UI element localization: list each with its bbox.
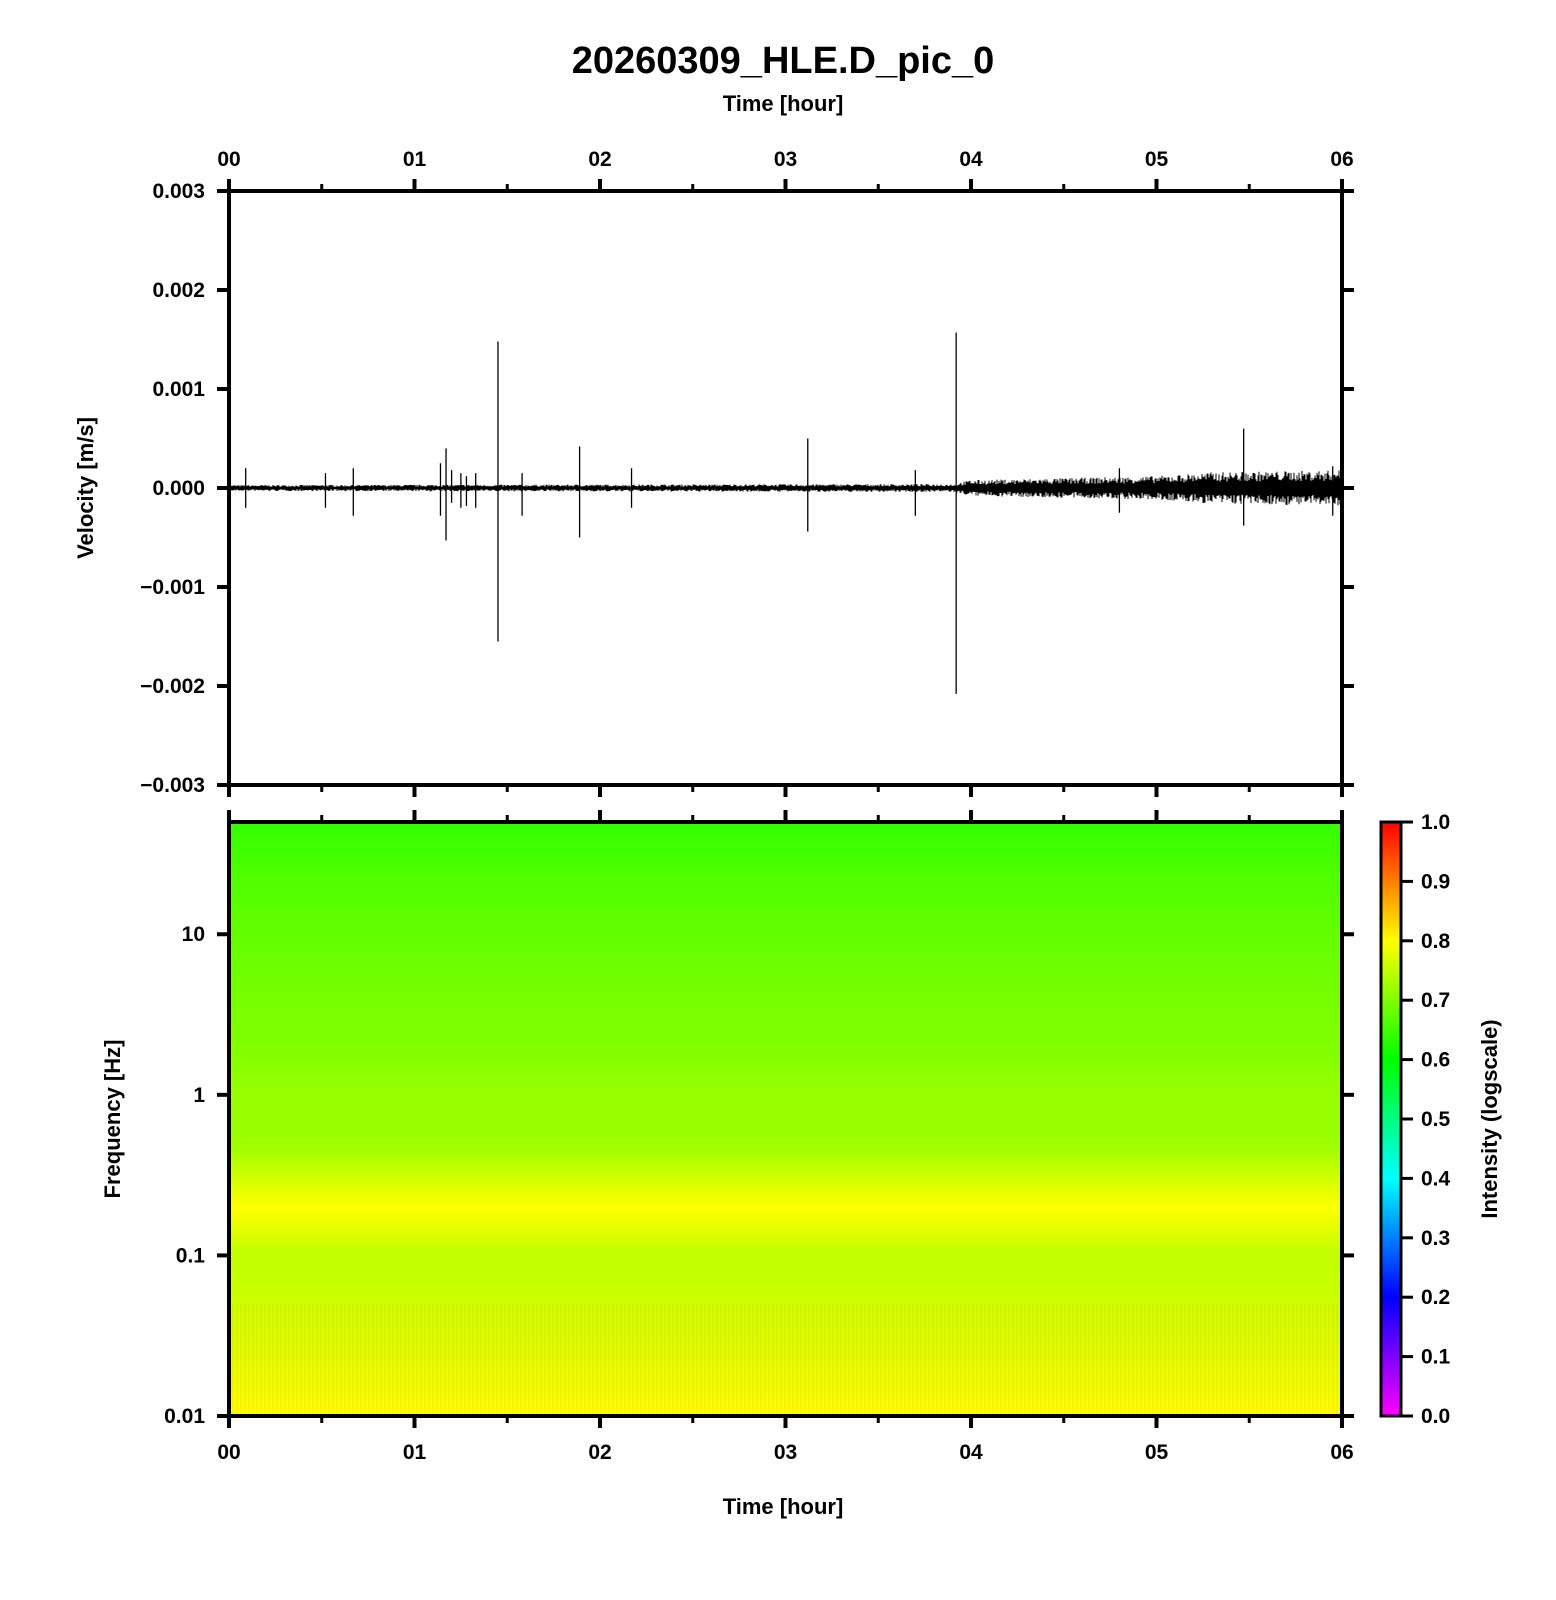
spectrogram-frame — [227, 820, 1344, 1418]
x-tick-label: 05 — [1145, 148, 1169, 171]
x-tick-label: 01 — [403, 148, 427, 171]
colorbar-tick-label: 0.4 — [1421, 1167, 1451, 1190]
chart-title: 20260309_HLE.D_pic_0 — [572, 40, 995, 82]
y-tick-label: 0.001 — [152, 378, 205, 401]
y-tick-label: −0.003 — [140, 774, 205, 797]
y-tick-label: 1 — [193, 1084, 205, 1107]
bottom-x-axis-label: Time [hour] — [723, 1494, 844, 1519]
y-tick-label: 0.01 — [164, 1405, 205, 1428]
colorbar-tick-label: 0.1 — [1421, 1346, 1451, 1369]
colorbar-label: Intensity (logscale) — [1477, 1019, 1502, 1218]
x-tick-label: 02 — [588, 148, 611, 171]
x-tick-label: 04 — [959, 1441, 983, 1464]
y-tick-label: −0.002 — [140, 675, 205, 698]
velocity-axis-label: Velocity [m/s] — [73, 417, 98, 559]
y-tick-label: −0.001 — [140, 576, 205, 599]
spectrogram-image — [229, 822, 1342, 1416]
x-tick-label: 05 — [1145, 1441, 1169, 1464]
x-tick-label: 00 — [217, 1441, 240, 1464]
y-tick-label: 0.000 — [152, 477, 205, 500]
colorbar-tick-label: 0.8 — [1421, 930, 1451, 953]
top-x-axis-label: Time [hour] — [723, 91, 844, 116]
colorbar-ticks: 0.0 0.1 0.2 0.3 0.4 0.5 0.6 0.7 0.8 0.9 1.0 — [1401, 811, 1451, 1428]
spectrogram-ticks: 00 01 02 03 04 05 06 10 1 0.1 0.01 — [164, 810, 1354, 1464]
y-tick-label: 0.002 — [152, 279, 205, 302]
colorbar: 0.0 0.1 0.2 0.3 0.4 0.5 0.6 0.7 0.8 0.9 1.0 Intens… — [1379, 811, 1502, 1428]
colorbar-tick-label: 0.0 — [1421, 1405, 1450, 1428]
colorbar-tick-label: 0.6 — [1421, 1049, 1450, 1072]
x-tick-label: 04 — [959, 148, 983, 171]
colorbar-tick-label: 0.9 — [1421, 870, 1450, 893]
frequency-axis-label: Frequency [Hz] — [100, 1040, 125, 1199]
x-tick-label: 06 — [1330, 1441, 1353, 1464]
seismogram-panel: 00 01 02 03 04 05 06 0.003 0.002 0.001 0.000 −0.001… — [73, 148, 1354, 797]
colorbar-tick-label: 1.0 — [1421, 811, 1450, 834]
x-tick-label: 03 — [774, 1441, 797, 1464]
waveform — [228, 332, 1343, 694]
x-tick-label: 02 — [588, 1441, 611, 1464]
colorbar-tick-label: 0.3 — [1421, 1227, 1450, 1250]
waveform-noise — [228, 470, 1343, 506]
x-tick-label: 01 — [403, 1441, 427, 1464]
y-tick-label: 0.003 — [152, 180, 205, 203]
spectrogram-texture — [228, 1303, 1342, 1416]
y-tick-label: 10 — [182, 923, 205, 946]
x-tick-label: 00 — [217, 148, 240, 171]
seismogram-ticks: 00 01 02 03 04 05 06 0.003 0.002 0.001 0.000 −0.001… — [140, 148, 1354, 797]
x-tick-label: 06 — [1330, 148, 1353, 171]
colorbar-tick-label: 0.2 — [1421, 1286, 1450, 1309]
seismogram-frame — [227, 189, 1344, 787]
colorbar-gradient — [1379, 820, 1403, 1418]
colorbar-tick-label: 0.7 — [1421, 989, 1450, 1012]
y-tick-label: 0.1 — [176, 1244, 206, 1267]
x-tick-label: 03 — [774, 148, 797, 171]
colorbar-tick-label: 0.5 — [1421, 1108, 1451, 1131]
